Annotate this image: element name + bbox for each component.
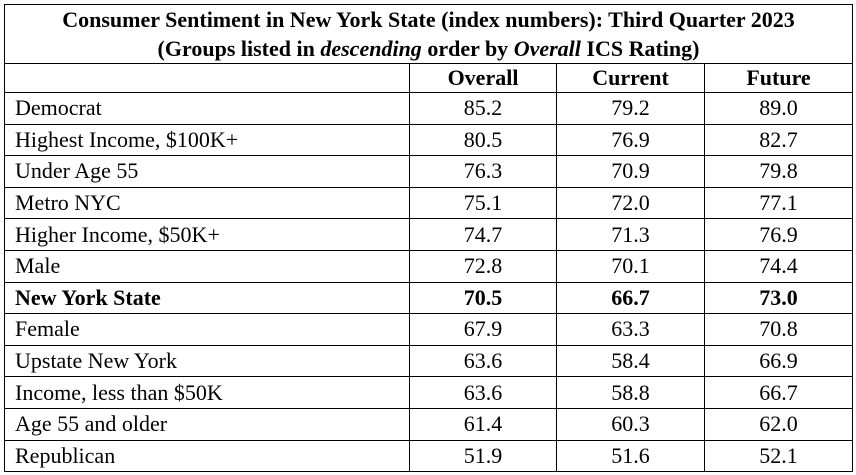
table-row: Under Age 55 76.3 70.9 79.8 [4, 155, 854, 188]
row-future-value: 79.8 [703, 155, 854, 188]
row-current-value: 79.2 [556, 92, 705, 125]
sentiment-table: Consumer Sentiment in New York State (in… [3, 4, 854, 473]
row-overall-value: 70.5 [409, 281, 557, 315]
subtitle-descending: descending [320, 36, 422, 61]
row-group-label: Income, less than $50K [4, 376, 410, 409]
row-overall-value: 74.7 [409, 218, 557, 251]
table-row: Upstate New York 63.6 58.4 66.9 [4, 344, 854, 378]
table-subtitle: (Groups listed in descending order by Ov… [3, 35, 854, 64]
row-current-value: 76.9 [556, 123, 705, 157]
row-group-label: Higher Income, $50K+ [4, 218, 410, 251]
row-future-value: 82.7 [703, 123, 854, 157]
column-header-overall: Overall [409, 63, 557, 93]
row-overall-value: 72.8 [409, 249, 557, 283]
column-header-future: Future [703, 63, 854, 93]
row-future-value: 77.1 [703, 186, 854, 220]
row-future-value: 52.1 [703, 439, 854, 473]
subtitle-part1: (Groups listed in [157, 36, 321, 61]
row-future-value: 89.0 [703, 92, 854, 125]
row-group-label: Male [4, 249, 410, 283]
row-current-value: 60.3 [556, 407, 705, 441]
table-row: Age 55 and older 61.4 60.3 62.0 [4, 407, 854, 441]
table-body: Democrat 85.2 79.2 89.0 Highest Income, $100… [4, 92, 854, 473]
table-row: Democrat 85.2 79.2 89.0 [4, 92, 854, 125]
subtitle-part5: ICS Rating) [580, 36, 700, 61]
row-future-value: 73.0 [703, 281, 854, 315]
row-overall-value: 63.6 [409, 376, 557, 409]
row-overall-value: 85.2 [409, 92, 557, 125]
table-row: Higher Income, $50K+ 74.7 71.3 76.9 [4, 218, 854, 251]
row-future-value: 62.0 [703, 407, 854, 441]
table-row: Republican 51.9 51.6 52.1 [4, 439, 854, 473]
table-row: Highest Income, $100K+ 80.5 76.9 82.7 [4, 123, 854, 157]
row-current-value: 71.3 [556, 218, 705, 251]
subtitle-part3: order by [421, 36, 514, 61]
row-future-value: 74.4 [703, 249, 854, 283]
table-row: Income, less than $50K 63.6 58.8 66.7 [4, 376, 854, 409]
row-current-value: 72.0 [556, 186, 705, 220]
row-group-label: Republican [4, 439, 410, 473]
row-future-value: 66.9 [703, 344, 854, 378]
row-current-value: 70.9 [556, 155, 705, 188]
row-group-label: New York State [4, 281, 410, 315]
row-overall-value: 61.4 [409, 407, 557, 441]
table-row: Female 67.9 63.3 70.8 [4, 313, 854, 346]
row-group-label: Under Age 55 [4, 155, 410, 188]
row-current-value: 63.3 [556, 313, 705, 346]
table-row: Male 72.8 70.1 74.4 [4, 249, 854, 283]
row-future-value: 66.7 [703, 376, 854, 409]
table-row: Metro NYC 75.1 72.0 77.1 [4, 186, 854, 220]
row-current-value: 70.1 [556, 249, 705, 283]
row-group-label: Upstate New York [4, 344, 410, 378]
row-group-label: Age 55 and older [4, 407, 410, 441]
row-overall-value: 63.6 [409, 344, 557, 378]
row-current-value: 66.7 [556, 281, 705, 315]
sentiment-table-container: Consumer Sentiment in New York State (in… [3, 4, 854, 473]
table-row: New York State 70.5 66.7 73.0 [4, 281, 854, 315]
row-future-value: 76.9 [703, 218, 854, 251]
row-overall-value: 76.3 [409, 155, 557, 188]
row-future-value: 70.8 [703, 313, 854, 346]
row-group-label: Highest Income, $100K+ [4, 123, 410, 157]
row-overall-value: 51.9 [409, 439, 557, 473]
table-title: Consumer Sentiment in New York State (in… [3, 4, 854, 35]
row-current-value: 51.6 [556, 439, 705, 473]
row-group-label: Female [4, 313, 410, 346]
row-overall-value: 67.9 [409, 313, 557, 346]
column-header-current: Current [556, 63, 705, 93]
group-column-header [4, 63, 410, 93]
subtitle-overall: Overall [513, 36, 581, 61]
row-overall-value: 80.5 [409, 123, 557, 157]
row-overall-value: 75.1 [409, 186, 557, 220]
row-group-label: Metro NYC [4, 186, 410, 220]
row-current-value: 58.4 [556, 344, 705, 378]
row-current-value: 58.8 [556, 376, 705, 409]
row-group-label: Democrat [4, 92, 410, 125]
